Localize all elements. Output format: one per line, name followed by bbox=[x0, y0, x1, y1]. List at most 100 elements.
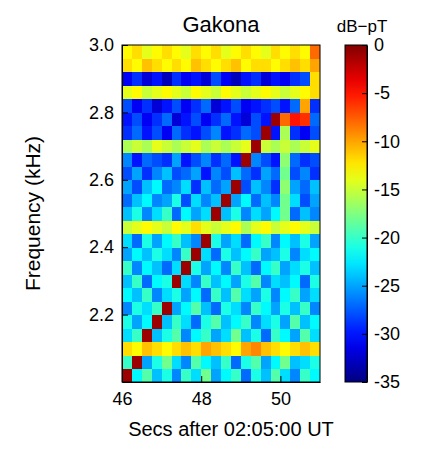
cell bbox=[181, 180, 191, 194]
cell bbox=[241, 355, 251, 369]
cell bbox=[290, 180, 300, 194]
cell bbox=[290, 288, 300, 302]
cell bbox=[300, 328, 310, 342]
cell bbox=[152, 355, 162, 369]
cell bbox=[181, 315, 191, 329]
cell bbox=[122, 166, 132, 180]
cell bbox=[211, 261, 221, 275]
cell bbox=[162, 193, 172, 207]
cell bbox=[122, 315, 132, 329]
cell bbox=[231, 45, 241, 59]
cell bbox=[172, 126, 182, 140]
tick: 50 bbox=[271, 376, 291, 409]
cell bbox=[191, 193, 201, 207]
cell bbox=[122, 126, 132, 140]
cell bbox=[221, 220, 231, 234]
cell bbox=[142, 193, 152, 207]
cell bbox=[132, 301, 142, 315]
cell bbox=[201, 99, 211, 113]
cell bbox=[172, 193, 182, 207]
cell bbox=[132, 328, 142, 342]
cell bbox=[142, 274, 152, 288]
cell bbox=[122, 112, 132, 126]
cell bbox=[181, 355, 191, 369]
cell bbox=[152, 112, 162, 126]
cell bbox=[201, 369, 211, 382]
cell bbox=[172, 99, 182, 113]
cell bbox=[271, 85, 281, 99]
cell bbox=[122, 85, 132, 99]
cell bbox=[122, 328, 132, 342]
cell bbox=[280, 355, 290, 369]
cell bbox=[231, 288, 241, 302]
cell bbox=[211, 369, 221, 382]
cell bbox=[290, 247, 300, 261]
cell bbox=[271, 207, 281, 221]
cell bbox=[251, 274, 261, 288]
cell bbox=[181, 220, 191, 234]
cell bbox=[152, 315, 162, 329]
cell bbox=[241, 301, 251, 315]
cell bbox=[201, 261, 211, 275]
cell bbox=[132, 72, 142, 86]
cell bbox=[201, 234, 211, 248]
cell bbox=[142, 45, 152, 59]
cell bbox=[211, 139, 221, 153]
cell bbox=[201, 220, 211, 234]
cell bbox=[211, 126, 221, 140]
cell bbox=[300, 126, 310, 140]
cell bbox=[132, 45, 142, 59]
cell bbox=[300, 315, 310, 329]
cell bbox=[290, 139, 300, 153]
tick: -10 bbox=[362, 132, 400, 152]
cell bbox=[211, 58, 221, 72]
cell bbox=[251, 193, 261, 207]
cell bbox=[221, 355, 231, 369]
cell bbox=[280, 126, 290, 140]
cell bbox=[191, 139, 201, 153]
title: Gakona bbox=[182, 12, 260, 37]
cell bbox=[231, 139, 241, 153]
cell bbox=[280, 180, 290, 194]
cell bbox=[162, 112, 172, 126]
cell bbox=[122, 355, 132, 369]
cell bbox=[132, 85, 142, 99]
cell bbox=[221, 45, 231, 59]
cell bbox=[251, 328, 261, 342]
cell bbox=[172, 288, 182, 302]
cell bbox=[181, 261, 191, 275]
cell bbox=[132, 355, 142, 369]
tick-mark bbox=[201, 376, 202, 382]
cell bbox=[211, 193, 221, 207]
cell bbox=[132, 342, 142, 356]
cell bbox=[132, 220, 142, 234]
cell bbox=[251, 234, 261, 248]
cell bbox=[290, 234, 300, 248]
cell bbox=[310, 274, 320, 288]
cell bbox=[271, 247, 281, 261]
cell bbox=[271, 45, 281, 59]
cell bbox=[211, 328, 221, 342]
cell bbox=[310, 126, 320, 140]
cell bbox=[280, 369, 290, 382]
cell bbox=[261, 207, 271, 221]
cell bbox=[241, 288, 251, 302]
cell bbox=[300, 180, 310, 194]
cell bbox=[142, 207, 152, 221]
tick-mark bbox=[362, 189, 367, 190]
cell bbox=[280, 261, 290, 275]
cell bbox=[122, 234, 132, 248]
cell bbox=[280, 193, 290, 207]
cell bbox=[251, 220, 261, 234]
cell bbox=[261, 301, 271, 315]
tick-label: -25 bbox=[374, 276, 400, 296]
cell bbox=[231, 301, 241, 315]
cell bbox=[191, 247, 201, 261]
cell bbox=[290, 58, 300, 72]
tick-mark bbox=[362, 382, 367, 383]
cell bbox=[162, 369, 172, 382]
cell bbox=[201, 288, 211, 302]
cell bbox=[271, 72, 281, 86]
cell bbox=[122, 207, 132, 221]
cell bbox=[181, 166, 191, 180]
